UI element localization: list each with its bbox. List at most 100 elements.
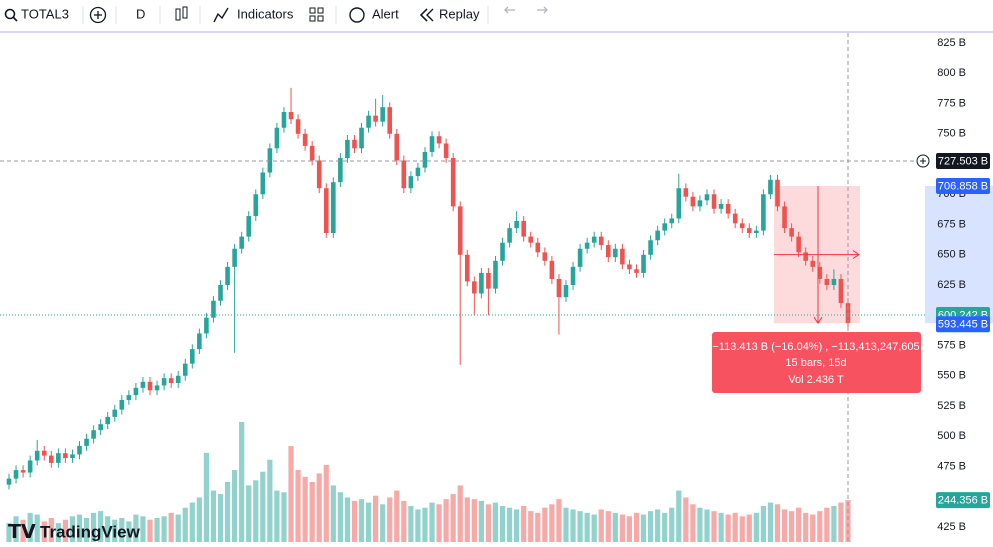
volume-bar [598,509,604,542]
candle-body [789,228,794,237]
volume-bar [549,504,555,542]
volume-bar [711,511,717,542]
crosshair-label-bg [936,153,990,170]
volume-bar [48,518,54,542]
symbol[interactable]: TOTAL3 [21,6,69,21]
plus [920,158,926,165]
redo-button[interactable] [537,6,548,14]
volume-bar [774,504,781,542]
candle-body [105,416,111,425]
volume-bar [119,518,125,542]
candle-body [429,136,435,152]
price-axis-bg [925,33,993,542]
volume-bar [845,500,851,542]
volume-bar [260,471,266,542]
search-icon[interactable] [4,8,16,20]
logo: 𝗧𝗩 TradingView [8,522,141,543]
candle-body [732,213,738,224]
candle-body [796,236,801,253]
candle-icon [182,6,188,19]
y-tick-label: 425 B [937,521,966,533]
search-icon-handle [12,16,18,22]
candle-body [704,194,710,201]
volume-bar [41,521,47,542]
volume-bar [535,512,541,542]
volume-bar [577,511,583,542]
candle-body [746,228,752,233]
candle-body [457,206,463,255]
candle-body [718,203,724,209]
candle-body [824,278,830,286]
candle-body [218,285,223,301]
volume-bar [253,480,259,542]
volume-bar [443,499,449,542]
candle-body [514,220,519,229]
volume-bar [647,511,654,542]
candle-body [450,157,456,207]
candle-body [77,445,82,455]
compare-button[interactable] [89,6,107,24]
replay-button[interactable]: Replay [439,6,480,21]
candle-body [521,220,526,237]
square [309,15,316,22]
logo-text: TradingView [40,522,141,541]
volume-bar [98,511,104,542]
candle-body [479,272,484,294]
candle-body [63,453,68,459]
undo-button[interactable] [504,6,515,14]
volume-bar [69,516,76,542]
volume-bar [147,519,153,542]
volume-bar [746,514,752,542]
volume-bar [436,504,442,542]
candle-body [345,139,350,158]
candle-body [577,248,583,267]
volume-bar [401,500,407,542]
candle-body [500,242,505,261]
candle-body [683,188,689,197]
candle-body [373,115,378,122]
toolbar: TOTAL3 D Indicators Alert Replay [0,0,993,33]
candle-body [641,254,646,273]
candle-body [190,349,195,364]
layout-icon[interactable] [309,7,324,22]
candle-body [394,133,400,161]
volume-bar [838,502,844,542]
volume-bar [760,506,766,542]
volume-bar [669,507,675,542]
candle-body [41,450,47,456]
candle-icon[interactable] [175,8,181,21]
candle-body [690,196,696,207]
interval[interactable]: D [136,6,145,21]
volume-bar [27,512,33,542]
candle-body [232,248,237,267]
volume-bar [105,516,111,542]
y-tick-label: 750 B [937,128,966,140]
volume-bar [605,511,611,542]
candle-body [323,188,329,233]
volume-bar [499,506,506,542]
volume-bar [337,492,343,542]
y-tick-label: 575 B [937,339,966,351]
volume-bar [239,422,245,542]
volume-bar [732,512,738,542]
volume-bar [323,464,329,542]
measure-to-label: 593.445 B [938,319,988,331]
candle-body [584,242,590,249]
candle-body [620,248,625,265]
measure-text: 15 bars, 15d [785,357,846,369]
candle-body [239,236,244,249]
indicators-button[interactable]: Indicators [237,6,294,21]
volume-bar [697,507,703,542]
candle-body [775,179,780,207]
alert-icon[interactable] [349,7,365,23]
measure-v-head [813,316,823,325]
volume-bar [55,523,61,542]
indicators-icon[interactable] [213,7,229,23]
alert-button[interactable]: Alert [372,6,399,21]
candle-body [380,107,385,122]
candle-body [84,438,89,446]
volume-bar [739,516,745,542]
volume-bar [126,521,132,542]
measure-from-label: 706.858 B [938,180,988,192]
